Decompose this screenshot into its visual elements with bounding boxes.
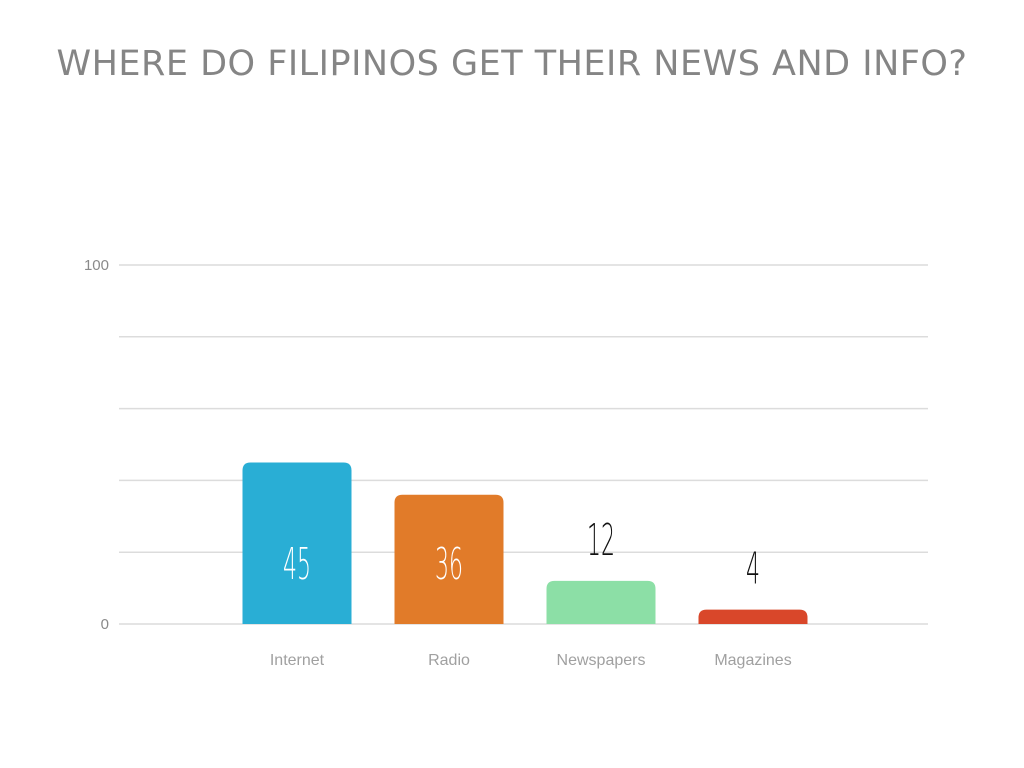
- x-tick-label: Internet: [270, 652, 325, 669]
- y-tick-label: 0: [101, 616, 109, 633]
- bar-magazines: [698, 609, 808, 624]
- x-tick-label: Newspapers: [557, 652, 646, 669]
- x-tick-label: Radio: [428, 652, 470, 669]
- data-label: 12: [587, 516, 615, 567]
- bar-newspapers: [546, 580, 656, 624]
- data-label: 45: [283, 540, 311, 591]
- data-label: 36: [435, 540, 463, 591]
- bar-internet: [242, 462, 352, 624]
- data-label: 4: [746, 544, 760, 595]
- chart-title: WHERE DO FILIPINOS GET THEIR NEWS AND IN…: [56, 44, 968, 84]
- bar-radio: [394, 494, 504, 624]
- x-tick-label: Magazines: [714, 652, 791, 669]
- y-tick-label: 100: [84, 257, 109, 274]
